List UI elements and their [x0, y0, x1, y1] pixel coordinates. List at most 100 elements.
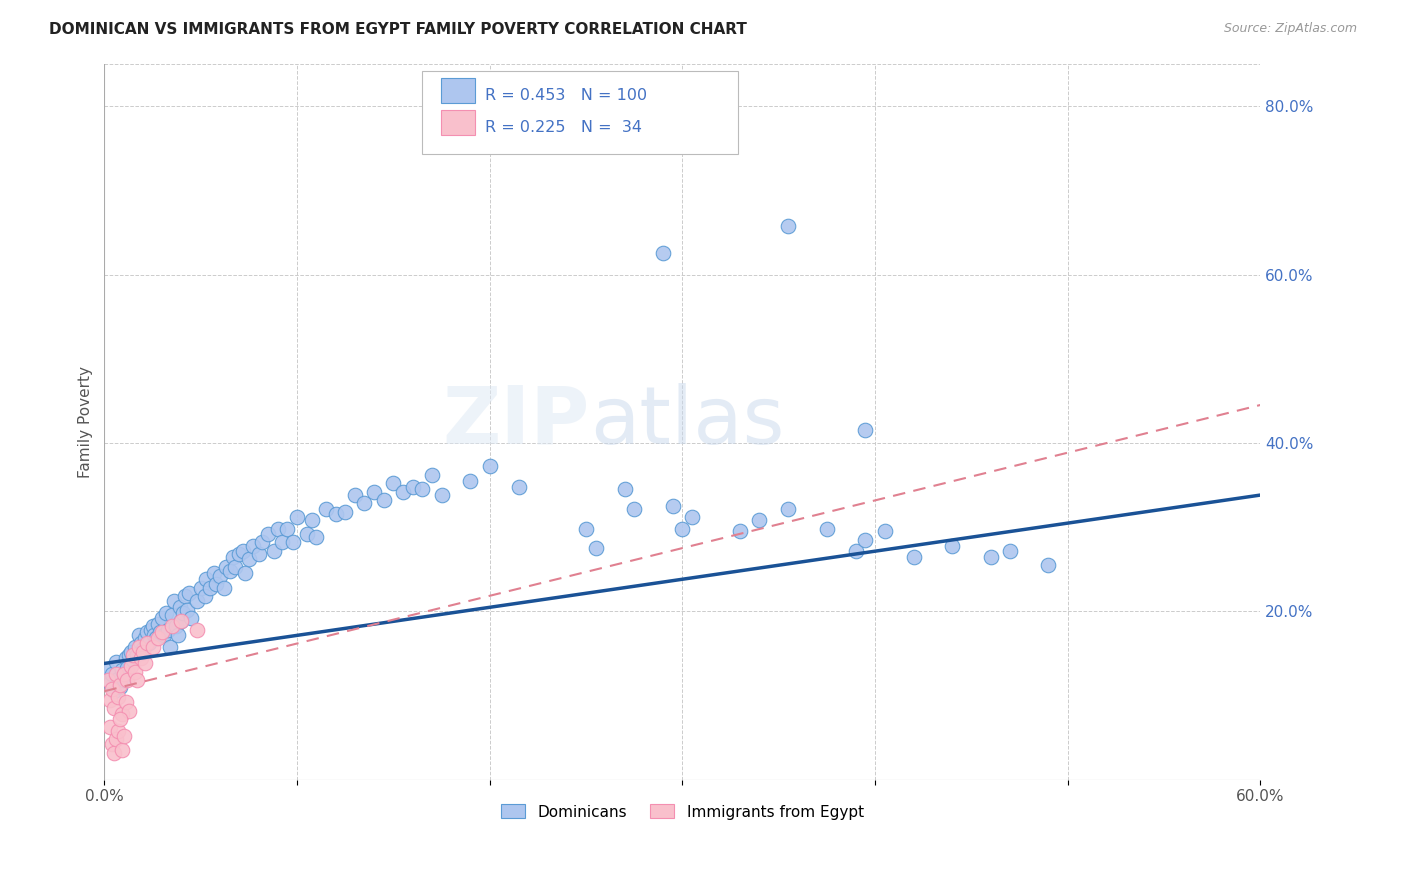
Point — [111, 706, 134, 721]
Point — [478, 459, 501, 474]
Point — [101, 681, 124, 696]
Point — [170, 615, 193, 629]
Point — [382, 476, 405, 491]
Point — [156, 623, 179, 637]
Point — [118, 648, 141, 662]
Point — [613, 482, 636, 496]
Point — [124, 640, 146, 654]
Point — [460, 474, 482, 488]
Point — [112, 667, 135, 681]
Point — [111, 743, 134, 757]
Point — [998, 543, 1021, 558]
Point — [873, 524, 896, 539]
Point — [252, 535, 274, 549]
Point — [98, 675, 121, 690]
Point — [200, 581, 222, 595]
Point — [98, 692, 121, 706]
Point — [186, 594, 208, 608]
Point — [104, 732, 127, 747]
Point — [135, 636, 157, 650]
Point — [120, 645, 142, 659]
Point — [301, 513, 323, 527]
Point — [508, 480, 530, 494]
Point — [430, 488, 453, 502]
Point — [363, 484, 385, 499]
Point — [202, 566, 225, 581]
Point — [212, 581, 235, 595]
Point — [112, 729, 135, 743]
Point — [108, 680, 131, 694]
Point — [276, 522, 298, 536]
Point — [107, 723, 129, 738]
Point — [778, 219, 800, 233]
Point — [122, 648, 145, 662]
Point — [228, 547, 250, 561]
Point — [208, 569, 231, 583]
Point — [232, 543, 254, 558]
Point — [112, 673, 135, 688]
Point — [222, 549, 245, 564]
Point — [176, 602, 198, 616]
Point — [98, 720, 121, 734]
Point — [585, 541, 607, 555]
Point — [145, 631, 167, 645]
Point — [172, 606, 194, 620]
Legend: Dominicans, Immigrants from Egypt: Dominicans, Immigrants from Egypt — [495, 798, 870, 826]
Point — [1038, 558, 1060, 572]
Point — [233, 566, 256, 581]
Point — [141, 619, 163, 633]
Point — [128, 628, 150, 642]
Point — [160, 619, 183, 633]
Point — [343, 488, 366, 502]
Point — [107, 690, 129, 705]
Point — [845, 543, 868, 558]
Point — [143, 628, 166, 642]
Point — [153, 628, 176, 642]
Point — [170, 615, 193, 629]
Point — [205, 577, 228, 591]
Point — [103, 746, 125, 760]
Point — [270, 535, 292, 549]
Point — [117, 661, 139, 675]
Point — [305, 530, 328, 544]
Point — [120, 659, 142, 673]
Point — [127, 648, 149, 662]
Point — [134, 631, 156, 645]
Point — [728, 524, 751, 539]
Point — [114, 650, 136, 665]
Point — [150, 625, 173, 640]
Text: R = 0.225   N =  34: R = 0.225 N = 34 — [485, 120, 643, 135]
Point — [392, 484, 415, 499]
Text: R = 0.453   N = 100: R = 0.453 N = 100 — [485, 88, 647, 103]
Point — [129, 636, 152, 650]
Point — [575, 522, 598, 536]
Point — [190, 581, 212, 595]
Point — [101, 737, 124, 751]
Point — [132, 642, 155, 657]
Point — [134, 657, 156, 671]
Point — [193, 589, 215, 603]
Point — [132, 645, 155, 659]
Point — [118, 704, 141, 718]
Point — [815, 522, 838, 536]
Point — [174, 589, 197, 603]
Point — [97, 673, 120, 688]
Point — [283, 535, 305, 549]
Point — [180, 611, 202, 625]
Y-axis label: Family Poverty: Family Poverty — [79, 366, 93, 478]
Point — [103, 684, 125, 698]
Point — [97, 663, 120, 677]
Point — [242, 539, 264, 553]
Text: atlas: atlas — [591, 383, 785, 461]
Point — [941, 539, 963, 553]
Point — [903, 549, 925, 564]
Point — [267, 522, 290, 536]
Point — [238, 552, 260, 566]
Point — [980, 549, 1002, 564]
Point — [124, 665, 146, 679]
Point — [661, 499, 683, 513]
Point — [215, 560, 238, 574]
Point — [148, 631, 170, 645]
Point — [163, 594, 186, 608]
Point — [165, 619, 187, 633]
